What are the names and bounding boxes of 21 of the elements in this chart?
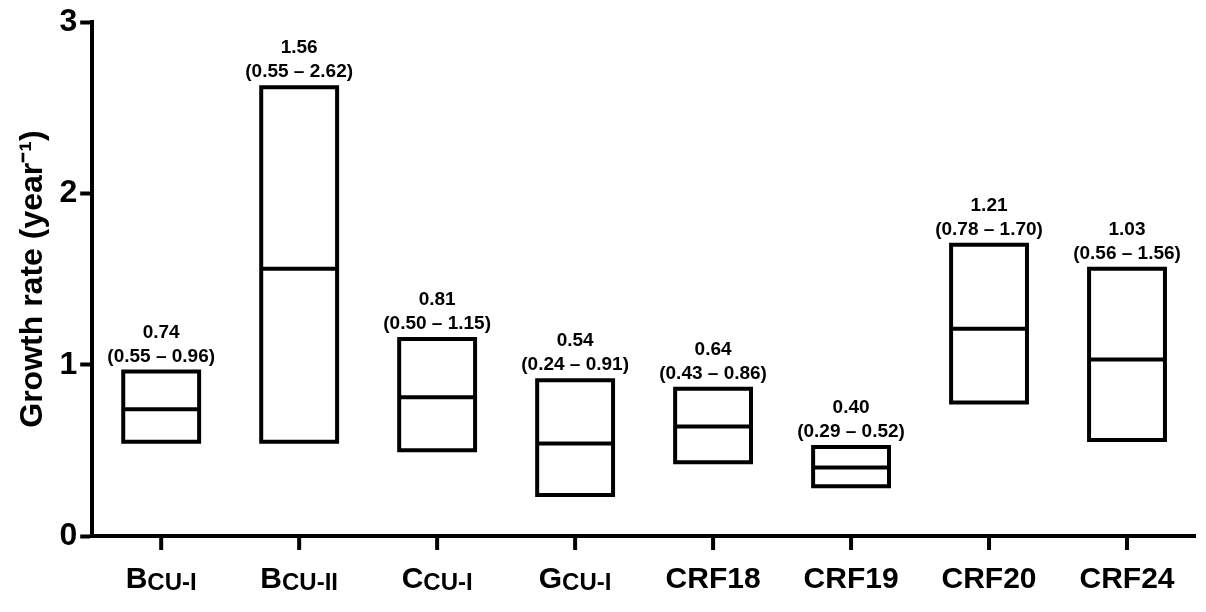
x-tick-label: CRF19 <box>803 561 899 594</box>
x-tick-label: BCU-I <box>125 561 197 595</box>
y-axis-title: Growth rate (year⁻¹) <box>13 130 50 428</box>
x-tick-label: BCU-II <box>260 561 338 595</box>
annotation: 0.81 (0.50 – 1.15) <box>383 288 492 334</box>
y-tick-label: 0 <box>59 515 78 552</box>
y-tick-label: 1 <box>59 344 78 381</box>
y-tick-label: 3 <box>59 2 78 39</box>
annotation: 0.54 (0.24 – 0.91) <box>521 329 629 375</box>
x-tick-label: GCU-I <box>538 561 612 595</box>
x-tick-label: CRF18 <box>665 561 761 594</box>
x-tick-label: CRF24 <box>1079 561 1175 594</box>
annotation: 0.40 (0.29 – 0.52) <box>797 395 905 441</box>
x-tick-label: CRF20 <box>941 561 1037 594</box>
x-tick-label: CCU-I <box>401 561 473 595</box>
annotation: 0.74 (0.55 – 0.96) <box>107 320 216 366</box>
annotation: 1.56 (0.55 – 2.62) <box>245 36 354 82</box>
annotation: 1.21 (0.78 – 1.70) <box>935 193 1043 239</box>
annotation: 0.64 (0.43 – 0.86) <box>659 337 767 383</box>
y-tick-label: 2 <box>59 173 78 210</box>
annotation: 1.03 (0.56 – 1.56) <box>1073 217 1181 263</box>
